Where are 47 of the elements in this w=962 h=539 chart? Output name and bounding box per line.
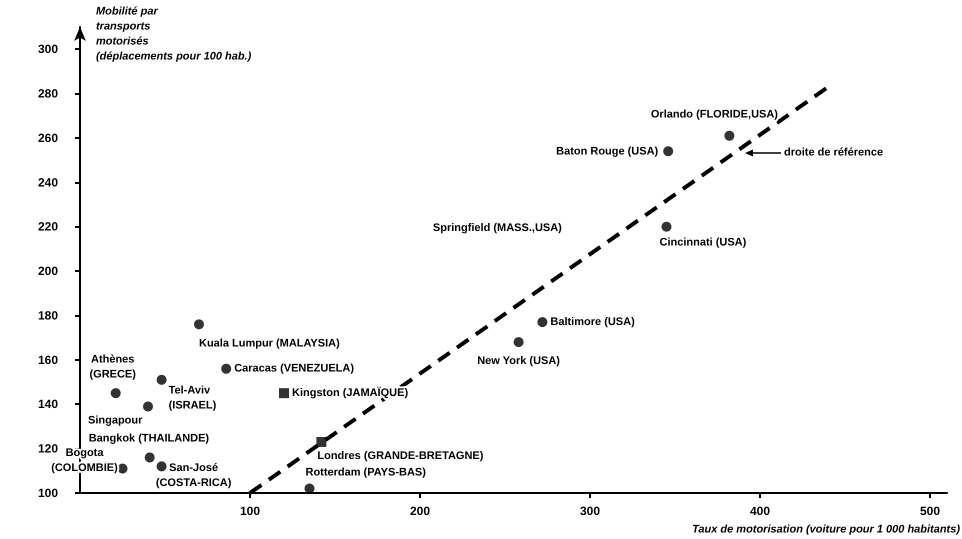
point <box>221 364 232 374</box>
point <box>144 452 155 462</box>
y-tick-label: 220 <box>38 220 58 234</box>
point <box>724 130 734 141</box>
x-tick-label: 200 <box>410 504 430 518</box>
annotation: Cincinnati (USA) <box>660 236 747 249</box>
annotation: Orlando (FLORIDE,USA) <box>650 108 778 121</box>
point <box>143 401 153 412</box>
point <box>514 337 524 348</box>
point <box>156 374 167 385</box>
x-tick-label: 300 <box>580 504 600 518</box>
annotation: Singapour <box>88 414 144 426</box>
annotation: droite de référence <box>784 146 884 159</box>
point <box>194 319 204 330</box>
annotation: Springfield (MASS.,USA) <box>432 222 562 234</box>
annotation: Kuala Lumpur (MALAYSIA) <box>199 337 340 350</box>
point <box>279 388 289 398</box>
x-tick-label: 100 <box>240 504 260 518</box>
y-tick-label: 180 <box>38 308 58 322</box>
y-tick-label: 280 <box>38 86 58 101</box>
y-tick-label: 300 <box>38 42 58 56</box>
x-axis-title: Taux de motorisation (voiture pour 1 000 habitants) <box>692 524 960 536</box>
point <box>662 222 672 232</box>
point <box>663 146 674 156</box>
y-tick-label: 240 <box>38 175 58 190</box>
x-tick-label: 400 <box>750 504 770 518</box>
y-tick-label: 160 <box>38 352 58 367</box>
y-tick-label: 100 <box>38 486 58 500</box>
point <box>537 317 548 328</box>
annotation: Caracas (VENEZUELA) <box>234 362 354 375</box>
annotation: Rotterdam (PAYS-BAS) <box>306 466 426 479</box>
annotation: Athènes (GRECE) <box>89 354 136 381</box>
point <box>110 388 121 398</box>
annotation: Londres (GRANDE-BRETAGNE) <box>317 450 484 462</box>
y-tick-label: 200 <box>38 264 58 278</box>
y-tick-label: 120 <box>38 442 58 456</box>
annotation: Baltimore (USA) <box>550 316 636 328</box>
y-tick-label: 140 <box>38 397 58 412</box>
annotation: Baton Rouge (USA) <box>556 145 659 158</box>
y-tick-label: 260 <box>38 130 58 145</box>
annotation: Bangkok (THAILANDE) <box>88 432 210 444</box>
y-axis-title: Mobilité par transports motorisés (déplacements pour 100 hab.) <box>96 6 252 62</box>
annotation: Tel-Aviv (ISRAEL) <box>168 384 217 412</box>
x-tick-label: 500 <box>920 504 940 518</box>
annotation: San-José (COSTA-RICA) <box>156 462 232 489</box>
annotation: New York (USA) <box>477 355 560 368</box>
point <box>156 461 167 472</box>
